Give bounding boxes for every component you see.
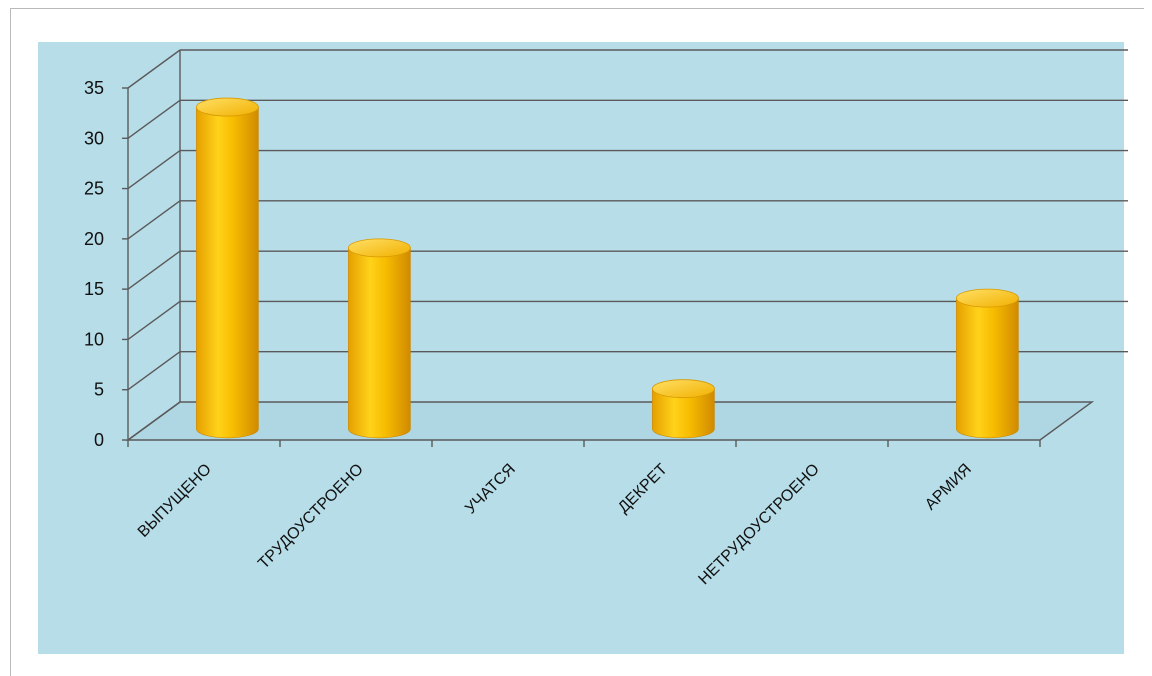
bar-body [956, 297, 1019, 439]
bars [195, 97, 1019, 439]
y-tick-label: 25 [84, 179, 104, 199]
side-wall-line [127, 300, 181, 340]
side-wall-line [127, 49, 181, 89]
y-tick-label: 5 [94, 380, 104, 400]
y-tick-label: 0 [94, 430, 104, 450]
bar-cap [956, 288, 1019, 308]
y-tick-label: 30 [84, 128, 104, 148]
y-tick-label: 10 [84, 329, 104, 349]
side-wall-line [127, 150, 181, 190]
bar [347, 238, 411, 439]
bar [652, 379, 715, 439]
chart-floor [125, 401, 1095, 441]
bar-cap [347, 238, 411, 258]
bar-cap [195, 97, 259, 117]
bar-body [196, 106, 259, 439]
y-tick-label: 35 [84, 78, 104, 98]
side-wall-line [127, 401, 181, 441]
bar [956, 288, 1019, 439]
y-tick-label: 15 [84, 279, 104, 299]
y-tick-label: 20 [84, 229, 104, 249]
bar-cap [652, 379, 715, 399]
y-axis-ticks: 0 5 10 15 20 25 30 35 [84, 78, 1041, 450]
bar-body [348, 247, 411, 439]
side-wall-line [127, 99, 181, 139]
side-wall-line [127, 250, 181, 290]
side-wall-line [127, 351, 181, 391]
chart-frame [10, 8, 1144, 676]
side-wall-line [127, 200, 181, 240]
bar-body [652, 388, 715, 439]
bar [195, 97, 259, 439]
